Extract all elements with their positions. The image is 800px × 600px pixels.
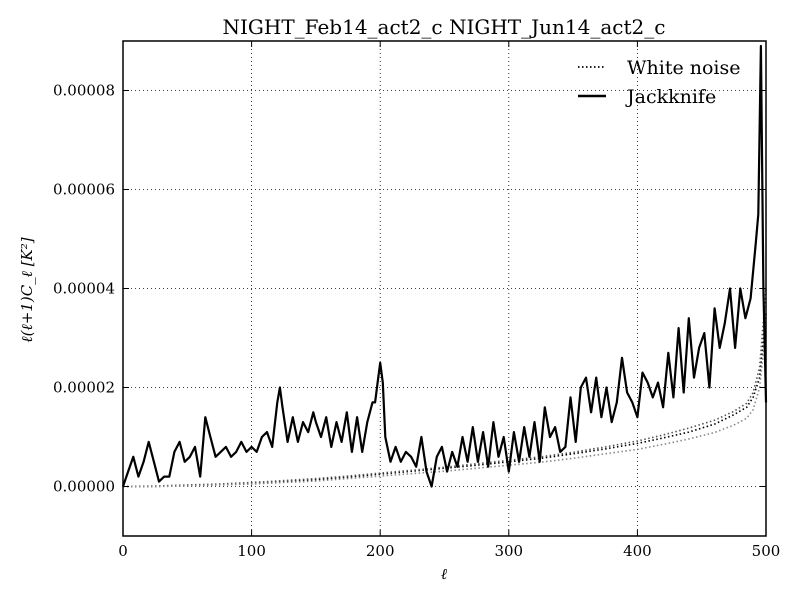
y-tick-label: 0.00000: [53, 478, 115, 496]
x-tick-label: 300: [494, 542, 523, 560]
x-tick-label: 500: [752, 542, 781, 560]
y-tick-label: 0.00006: [53, 181, 115, 199]
series-line-noise-realization: [122, 288, 767, 488]
y-tick-label: 0.00004: [53, 280, 115, 298]
x-tick-label: 200: [366, 542, 395, 560]
legend-label-white-noise: White noise: [627, 57, 741, 79]
y-axis-label: ℓ(ℓ+1)C_ℓ [K²]: [18, 237, 36, 342]
y-tick-label: 0.00002: [53, 379, 115, 397]
series-layer: [121, 44, 768, 488]
series-line-noise-realization: [123, 328, 767, 488]
legend-label-jackknife: Jackknife: [625, 86, 716, 108]
legend: White noise Jackknife: [578, 57, 741, 108]
series-line-jackknife: [121, 44, 768, 488]
chart-title: NIGHT_Feb14_act2_c NIGHT_Jun14_act2_c: [223, 15, 666, 39]
x-tick-label: 100: [237, 542, 266, 560]
x-axis-label: ℓ: [441, 565, 447, 583]
x-tick-label: 0: [118, 542, 128, 560]
x-tick-label: 400: [623, 542, 652, 560]
y-tick-label: 0.00008: [53, 82, 115, 100]
ticks: 0 100 200 300 400 500 0.00000 0.00002 0.00004 0.0…: [53, 41, 780, 560]
